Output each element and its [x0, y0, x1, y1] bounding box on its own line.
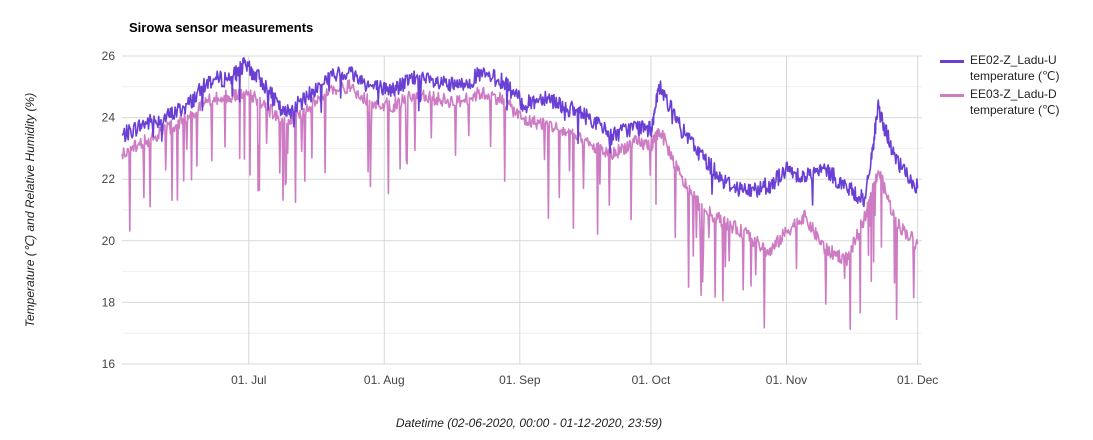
series-line-ee03 [121, 79, 919, 331]
y-tick-label: 22 [102, 172, 116, 186]
x-tick-label: 01. Oct [632, 373, 671, 387]
legend-label-ee03: EE03-Z_Ladu-D temperature (℃) [970, 87, 1060, 117]
y-tick-label: 24 [102, 111, 116, 125]
legend-item-ee02[interactable]: EE02-Z_Ladu-U temperature (℃) [940, 52, 1090, 84]
legend: EE02-Z_Ladu-U temperature (℃) EE03-Z_Lad… [940, 52, 1090, 120]
chart-title: Sirowa sensor measurements [129, 20, 314, 35]
x-tick-label: 01. Jul [231, 373, 266, 387]
y-tick-label: 18 [102, 295, 116, 309]
series-layer [121, 56, 919, 331]
tick-labels: 16 18 20 22 24 26 01. Jul 01. Aug 01. Sep 01. Oct… [102, 49, 939, 387]
legend-item-ee03[interactable]: EE03-Z_Ladu-D temperature (℃) [940, 86, 1090, 118]
y-tick-label: 16 [102, 357, 116, 371]
series-line-ee02 [121, 56, 919, 208]
x-tick-label: 01. Sep [499, 373, 541, 387]
x-tick-label: 01. Dec [897, 373, 938, 387]
x-tick-label: 01. Nov [766, 373, 807, 387]
legend-swatch-ee03 [940, 94, 964, 97]
y-tick-label: 26 [102, 49, 116, 63]
x-tick-label: 01. Aug [364, 373, 405, 387]
legend-label-ee02: EE02-Z_Ladu-U temperature (℃) [970, 53, 1060, 83]
y-tick-label: 20 [102, 234, 116, 248]
legend-swatch-ee02 [940, 60, 964, 63]
x-axis-label: Datetime (02-06-2020, 00:00 - 01-12-2020… [395, 416, 663, 430]
minor-gridlines [122, 86, 922, 334]
